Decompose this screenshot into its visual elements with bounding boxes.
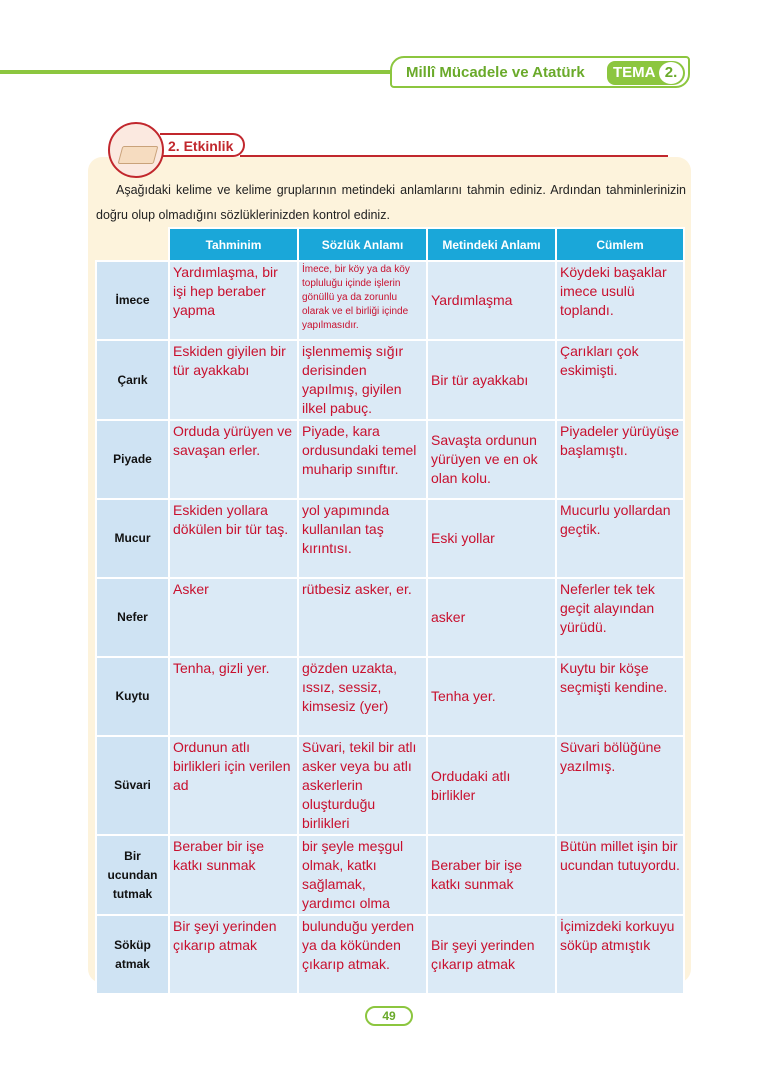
guess-cell: Yardımlaşma, bir işi hep beraber yapma <box>168 260 299 341</box>
activity-rule <box>240 155 668 157</box>
context-cell: Bir şeyi yerinden çıkarıp atmak <box>426 914 557 995</box>
sentence-cell: Neferler tek tek geçit alayından yürüdü. <box>555 577 685 658</box>
table-row: Çarık Eskiden giyilen bir tür ayakkabı işl… <box>95 339 685 421</box>
tema-badge: TEMA 2. <box>607 61 685 85</box>
dictionary-cell: gözden uzakta, ıssız, sessiz, kimsesiz (… <box>297 656 428 737</box>
context-cell: Tenha yer. <box>426 656 557 737</box>
word-cell: Bir ucundan tutmak <box>95 834 170 916</box>
table-row: İmece Yardımlaşma, bir işi hep beraber ya… <box>95 260 685 341</box>
dictionary-cell: Süvari, tekil bir atlı asker veya bu atl… <box>297 735 428 836</box>
table-row: Süvari Ordunun atlı birlikleri için veril… <box>95 735 685 836</box>
tema-label: TEMA <box>613 64 656 81</box>
dictionary-cell: yol yapımında kullanılan taş kırıntısı. <box>297 498 428 579</box>
guess-cell: Ordunun atlı birlikleri için verilen ad <box>168 735 299 836</box>
context-cell: Eski yollar <box>426 498 557 579</box>
word-cell: Çarık <box>95 339 170 421</box>
sentence-cell: İçimizdeki korkuyu söküp atmıştık <box>555 914 685 995</box>
guess-cell: Eskiden yollara dökülen bir tür taş. <box>168 498 299 579</box>
context-cell: Beraber bir işe katkı sunmak <box>426 834 557 916</box>
table-row: Bir ucundan tutmak Beraber bir işe katkı … <box>95 834 685 916</box>
word-cell: Nefer <box>95 577 170 658</box>
sentence-cell: Çarıkları çok eskimişti. <box>555 339 685 421</box>
guess-cell: Bir şeyi yerinden çıkarıp atmak <box>168 914 299 995</box>
instructions: Aşağıdaki kelime ve kelime gruplarının m… <box>96 183 686 222</box>
vocabulary-table: Tahminim Sözlük Anlamı Metindeki Anlamı … <box>95 227 685 995</box>
page-number: 49 <box>365 1006 413 1026</box>
sentence-cell: Süvari bölüğüne yazılmış. <box>555 735 685 836</box>
tema-number: 2. <box>659 62 683 84</box>
col-header-guess: Tahminim <box>168 227 299 262</box>
col-header-sentence: Cümlem <box>555 227 685 262</box>
theme-title: Millî Mücadele ve Atatürk <box>406 64 585 81</box>
word-cell: Söküp atmak <box>95 914 170 995</box>
header-rule <box>0 70 395 74</box>
dictionary-cell: bir şeyle meşgul olmak, katkı sağlamak, … <box>297 834 428 916</box>
guess-cell: Beraber bir işe katkı sunmak <box>168 834 299 916</box>
word-cell: Kuytu <box>95 656 170 737</box>
dictionary-cell: bulunduğu yerden ya da kökünden çıkarıp … <box>297 914 428 995</box>
context-cell: Bir tür ayakkabı <box>426 339 557 421</box>
context-cell: asker <box>426 577 557 658</box>
word-cell: Mucur <box>95 498 170 579</box>
word-cell: Piyade <box>95 419 170 500</box>
col-header-context: Metindeki Anlamı <box>426 227 557 262</box>
context-cell: Savaşta ordunun yürüyen ve en ok olan ko… <box>426 419 557 500</box>
dictionary-cell: işlenmemiş sığır derisinden yapılmış, gi… <box>297 339 428 421</box>
corner-empty <box>96 228 169 261</box>
guess-cell: Asker <box>168 577 299 658</box>
guess-cell: Eskiden giyilen bir tür ayakkabı <box>168 339 299 421</box>
activity-label: 2. Etkinlik <box>160 133 245 157</box>
dictionary-cell: Piyade, kara ordusundaki temel muharip s… <box>297 419 428 500</box>
sentence-cell: Kuytu bir köşe seçmişti kendine. <box>555 656 685 737</box>
guess-cell: Orduda yürüyen ve savaşan erler. <box>168 419 299 500</box>
context-cell: Yardımlaşma <box>426 260 557 341</box>
guess-cell: Tenha, gizli yer. <box>168 656 299 737</box>
sentence-cell: Mucurlu yollardan geçtik. <box>555 498 685 579</box>
theme-banner: Millî Mücadele ve Atatürk TEMA 2. <box>390 56 690 88</box>
sentence-cell: Köydeki başaklar imece usulü toplandı. <box>555 260 685 341</box>
open-book-icon <box>108 122 164 178</box>
table-row: Nefer Asker rütbesiz asker, er. asker Neferl… <box>95 577 685 658</box>
col-header-dictionary: Sözlük Anlamı <box>297 227 428 262</box>
dictionary-cell: İmece, bir köy ya da köy topluluğu içind… <box>297 260 428 341</box>
table-row: Piyade Orduda yürüyen ve savaşan erler. Pi… <box>95 419 685 500</box>
context-cell: Ordudaki atlı birlikler <box>426 735 557 836</box>
word-cell: Süvari <box>95 735 170 836</box>
sentence-cell: Piyadeler yürüyüşe başlamıştı. <box>555 419 685 500</box>
dictionary-cell: rütbesiz asker, er. <box>297 577 428 658</box>
table-row: Söküp atmak Bir şeyi yerinden çıkarıp atm… <box>95 914 685 995</box>
word-cell: İmece <box>95 260 170 341</box>
table-row: Mucur Eskiden yollara dökülen bir tür taş… <box>95 498 685 579</box>
sentence-cell: Bütün millet işin bir ucundan tutuyordu. <box>555 834 685 916</box>
table-row: Kuytu Tenha, gizli yer. gözden uzakta, ıss… <box>95 656 685 737</box>
